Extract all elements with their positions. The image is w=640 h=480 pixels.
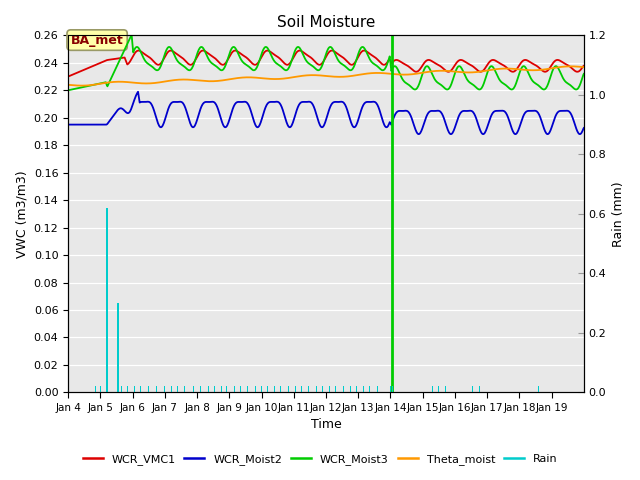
Bar bbox=[280, 386, 282, 393]
Bar bbox=[121, 386, 122, 393]
Y-axis label: VWC (m3/m3): VWC (m3/m3) bbox=[15, 170, 28, 258]
Bar bbox=[343, 386, 344, 393]
Y-axis label: Rain (mm): Rain (mm) bbox=[612, 181, 625, 247]
Bar bbox=[472, 386, 473, 393]
Bar bbox=[356, 386, 357, 393]
Bar bbox=[156, 386, 157, 393]
Bar bbox=[261, 386, 262, 393]
Bar bbox=[432, 386, 433, 393]
Bar bbox=[246, 386, 248, 393]
Bar bbox=[349, 386, 351, 393]
Bar bbox=[234, 386, 235, 393]
Bar bbox=[171, 386, 172, 393]
Bar bbox=[95, 386, 96, 393]
Bar bbox=[117, 303, 119, 393]
Bar bbox=[193, 386, 195, 393]
Bar bbox=[363, 386, 364, 393]
Bar bbox=[301, 386, 302, 393]
Bar bbox=[383, 386, 385, 393]
Bar bbox=[225, 386, 227, 393]
Title: Soil Moisture: Soil Moisture bbox=[277, 15, 375, 30]
Bar bbox=[240, 386, 241, 393]
Bar bbox=[106, 208, 108, 393]
Bar bbox=[140, 386, 141, 393]
Bar bbox=[148, 386, 149, 393]
Bar bbox=[369, 386, 370, 393]
X-axis label: Time: Time bbox=[310, 419, 341, 432]
Bar bbox=[377, 386, 378, 393]
Bar bbox=[127, 386, 128, 393]
Bar bbox=[390, 386, 391, 393]
Bar bbox=[274, 386, 275, 393]
Legend: WCR_VMC1, WCR_Moist2, WCR_Moist3, Theta_moist, Rain: WCR_VMC1, WCR_Moist2, WCR_Moist3, Theta_… bbox=[78, 450, 562, 469]
Text: BA_met: BA_met bbox=[71, 34, 124, 47]
Bar bbox=[316, 386, 317, 393]
Bar bbox=[214, 386, 215, 393]
Bar bbox=[184, 386, 185, 393]
Bar bbox=[200, 386, 201, 393]
Bar bbox=[208, 386, 209, 393]
Bar bbox=[100, 386, 101, 393]
Bar bbox=[538, 386, 539, 393]
Bar bbox=[335, 386, 336, 393]
Bar bbox=[295, 386, 296, 393]
Bar bbox=[177, 386, 178, 393]
Bar bbox=[438, 386, 439, 393]
Bar bbox=[164, 386, 165, 393]
Bar bbox=[329, 386, 330, 393]
